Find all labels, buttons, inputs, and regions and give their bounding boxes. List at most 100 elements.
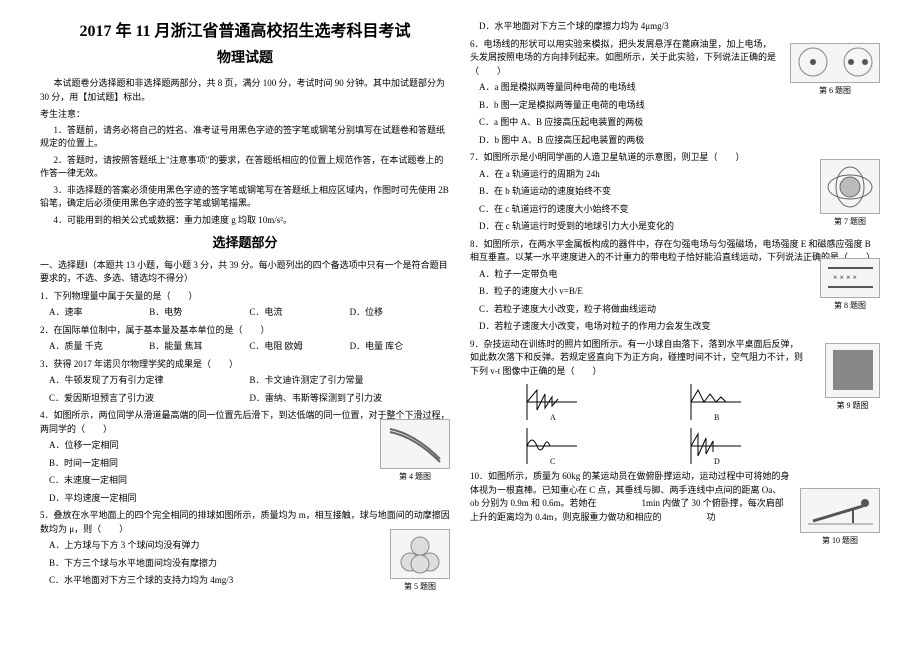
question-5: 5．叠放在水平地面上的四个完全相同的排球如图所示，质量均为 m，相互接触，球与地… (40, 509, 450, 588)
question-2: 2．在国际单位制中，属于基本量及基本单位的是（ ） A．质量 千克 B．能量 焦… (40, 324, 450, 354)
section-desc: 一、选择题Ⅰ（本题共 13 小题，每小题 3 分，共 39 分。每小题列出的四个… (40, 259, 450, 286)
option: D．电量 库仑 (350, 340, 430, 354)
acrobat-icon (828, 345, 878, 395)
figure-image (825, 343, 880, 398)
option: A．质量 千克 (49, 340, 129, 354)
question-4: 4．如图所示，两位同学从滑道最高端的同一位置先后滑下，到达低端的同一位置，对于整… (40, 409, 450, 505)
option: A．牛顿发现了万有引力定律 (49, 374, 229, 388)
option: A．a 图是模拟两等量同种电荷的电场线 (479, 81, 751, 95)
option: D．若粒子速度大小改变，电场对粒子的作用力会发生改变 (479, 320, 763, 334)
balls-icon (395, 534, 445, 574)
graph-b: B (686, 382, 746, 422)
option: D．水平地面对下方三个球的摩擦力均为 4μmg/3 (470, 20, 880, 34)
note-item: 4．可能用到的相关公式或数据：重力加速度 g 均取 10m/s²。 (40, 214, 450, 228)
graph-c: C (522, 426, 582, 466)
question-options: A．上方球与下方 3 个球间均没有弹力 B．下方三个球与水平地面间均没有摩擦力 … (40, 539, 348, 588)
question-3: 3．获得 2017 年诺贝尔物理学奖的成果是（ ） A．牛顿发现了万有引力定律 … (40, 358, 450, 406)
subject-title: 物理试题 (40, 48, 450, 69)
field-lines-icon (793, 45, 878, 80)
question-stem: 1．下列物理量中属于矢量的是（ ） (40, 290, 450, 304)
option: B．在 b 轨道运动的速度始终不变 (479, 185, 763, 199)
question-options: A．a 图是模拟两等量同种电荷的电场线 B．b 图一定是模拟两等量正电荷的电场线… (470, 81, 765, 147)
option: C．电阻 欧姆 (249, 340, 329, 354)
plates-icon: × × × × (823, 260, 878, 295)
figure-label: 第 10 题图 (822, 535, 858, 547)
figure-label: 第 5 题图 (404, 581, 436, 593)
figure-10: 第 10 题图 (800, 488, 880, 547)
section-title: 选择题部分 (40, 233, 450, 253)
option: A．速率 (49, 306, 129, 320)
option: C．爱因斯坦预言了引力波 (49, 392, 229, 406)
question-options: A．速率 B．电势 C．电流 D．位移 (40, 306, 450, 320)
figure-9: 第 9 题图 (825, 343, 880, 412)
svg-text:B: B (714, 413, 719, 422)
note-item: 1．答题前，请务必将自己的姓名、准考证号用黑色字迹的签字笔或钢笔分别填写在试题卷… (40, 124, 450, 151)
question-stem: 2．在国际单位制中，属于基本量及基本单位的是（ ） (40, 324, 450, 338)
graph-options: C D (470, 426, 798, 466)
option: A．上方球与下方 3 个球间均没有弹力 (49, 539, 333, 553)
exam-title: 2017 年 11 月浙江省普通高校招生选考科目考试 (40, 20, 450, 44)
option: C．水平地面对下方三个球的支持力均为 4mg/3 (49, 574, 333, 588)
figure-6: 第 6 题图 (790, 43, 880, 97)
question-options: A．位移一定相同 B．时间一定相同 C．末速度一定相同 D．平均速度一定相同 (40, 439, 327, 505)
option: C．在 c 轨道运行的速度大小始终不变 (479, 203, 763, 217)
question-6: 6．电场线的形状可以用实验来模拟，把头发屑悬浮在蓖麻油里，加上电场，头发屑按照电… (470, 38, 880, 148)
question-stem: 9．杂技运动在训练时的照片如图所示。有一小球自由落下，落到水平桌面后反弹，如此数… (470, 338, 806, 379)
notes-heading: 考生注意： (40, 108, 450, 122)
option: C．电流 (249, 306, 329, 320)
question-stem: 6．电场线的形状可以用实验来模拟，把头发屑悬浮在蓖麻油里，加上电场，头发屑按照电… (470, 38, 778, 79)
figure-image (380, 419, 450, 469)
note-item: 2．答题时，请按照答题纸上"注意事项"的要求，在答题纸相应的位置上规范作答，在本… (40, 154, 450, 181)
figure-label: 第 7 题图 (834, 216, 866, 228)
pushup-icon (803, 491, 878, 531)
option: B．粒子的速度大小 v=B/E (479, 285, 763, 299)
svg-text:C: C (550, 457, 555, 466)
option: A．位移一定相同 (49, 439, 313, 453)
option: C．a 图中 A、B 应接高压起电装置的两极 (479, 116, 751, 130)
option: C．若粒子速度大小改变，粒子将做曲线运动 (479, 303, 763, 317)
option: B．卡文迪许测定了引力常量 (249, 374, 429, 388)
figure-4: 第 4 题图 (380, 419, 450, 483)
option: D．在 c 轨道运行时受到的地球引力大小是变化的 (479, 220, 763, 234)
question-stem: 10．如图所示，质量为 60kg 的某运动员在做俯卧撑运动，运动过程中可将她的身… (470, 470, 790, 524)
option: B．能量 焦耳 (149, 340, 229, 354)
option: B．b 图一定是模拟两等量正电荷的电场线 (479, 99, 751, 113)
question-8: 8．如图所示，在两水平金属板构成的器件中，存在匀强电场与匀强磁场，电场强度 E … (470, 238, 880, 334)
question-stem: 3．获得 2017 年诺贝尔物理学奖的成果是（ ） (40, 358, 450, 372)
figure-image (820, 159, 880, 214)
figure-image (390, 529, 450, 579)
question-options: A．粒子一定带负电 B．粒子的速度大小 v=B/E C．若粒子速度大小改变，粒子… (470, 268, 778, 334)
figure-label: 第 4 题图 (399, 471, 431, 483)
figure-image (800, 488, 880, 533)
note-item: 3．非选择题的答案必须使用黑色字迹的签字笔或钢笔写在答题纸上相应区域内，作图时可… (40, 184, 450, 211)
option: B．电势 (149, 306, 229, 320)
question-5-cont: D．水平地面对下方三个球的摩擦力均为 4μmg/3 (470, 20, 880, 34)
svg-text:D: D (714, 457, 720, 466)
question-9: 9．杂技运动在训练时的照片如图所示。有一小球自由落下，落到水平桌面后反弹，如此数… (470, 338, 880, 467)
option: D．雷纳、韦斯等探测到了引力波 (249, 392, 429, 406)
question-stem: 5．叠放在水平地面上的四个完全相同的排球如图所示，质量均为 m，相互接触，球与地… (40, 509, 450, 536)
option: D．b 图中 A、B 应接高压起电装置的两极 (479, 134, 751, 148)
question-1: 1．下列物理量中属于矢量的是（ ） A．速率 B．电势 C．电流 D．位移 (40, 290, 450, 320)
graph-options: A B (470, 382, 798, 422)
right-column: D．水平地面对下方三个球的摩擦力均为 4μmg/3 6．电场线的形状可以用实验来… (460, 20, 890, 631)
figure-label: 第 6 题图 (819, 85, 851, 97)
question-7: 7．如图所示是小明同学画的人造卫星轨道的示意图，则卫星（ ） 第 7 题图 A．… (470, 151, 880, 234)
option: A．在 a 轨道运行的周期为 24h (479, 168, 763, 182)
question-stem: 8．如图所示，在两水平金属板构成的器件中，存在匀强电场与匀强磁场，电场强度 E … (470, 238, 880, 265)
figure-image (790, 43, 880, 83)
orbit-icon (823, 162, 878, 212)
graph-a: A (522, 382, 582, 422)
figure-label: 第 8 题图 (834, 300, 866, 312)
option: B．时间一定相同 (49, 457, 313, 471)
slide-icon (385, 424, 445, 464)
question-options: A．在 a 轨道运行的周期为 24h B．在 b 轨道运动的速度始终不变 C．在… (470, 168, 778, 234)
question-options: A．牛顿发现了万有引力定律 B．卡文迪许测定了引力常量 C．爱因斯坦预言了引力波… (40, 374, 450, 405)
intro-text: 本试题卷分选择题和非选择题两部分，共 8 页，满分 100 分，考试时间 90 … (40, 77, 450, 104)
option: D．平均速度一定相同 (49, 492, 313, 506)
svg-text:A: A (550, 413, 556, 422)
question-stem: 7．如图所示是小明同学画的人造卫星轨道的示意图，则卫星（ ） (470, 151, 880, 165)
svg-text:× × × ×: × × × × (833, 273, 857, 282)
option: B．下方三个球与水平地面间均没有摩擦力 (49, 557, 333, 571)
option: C．末速度一定相同 (49, 474, 313, 488)
